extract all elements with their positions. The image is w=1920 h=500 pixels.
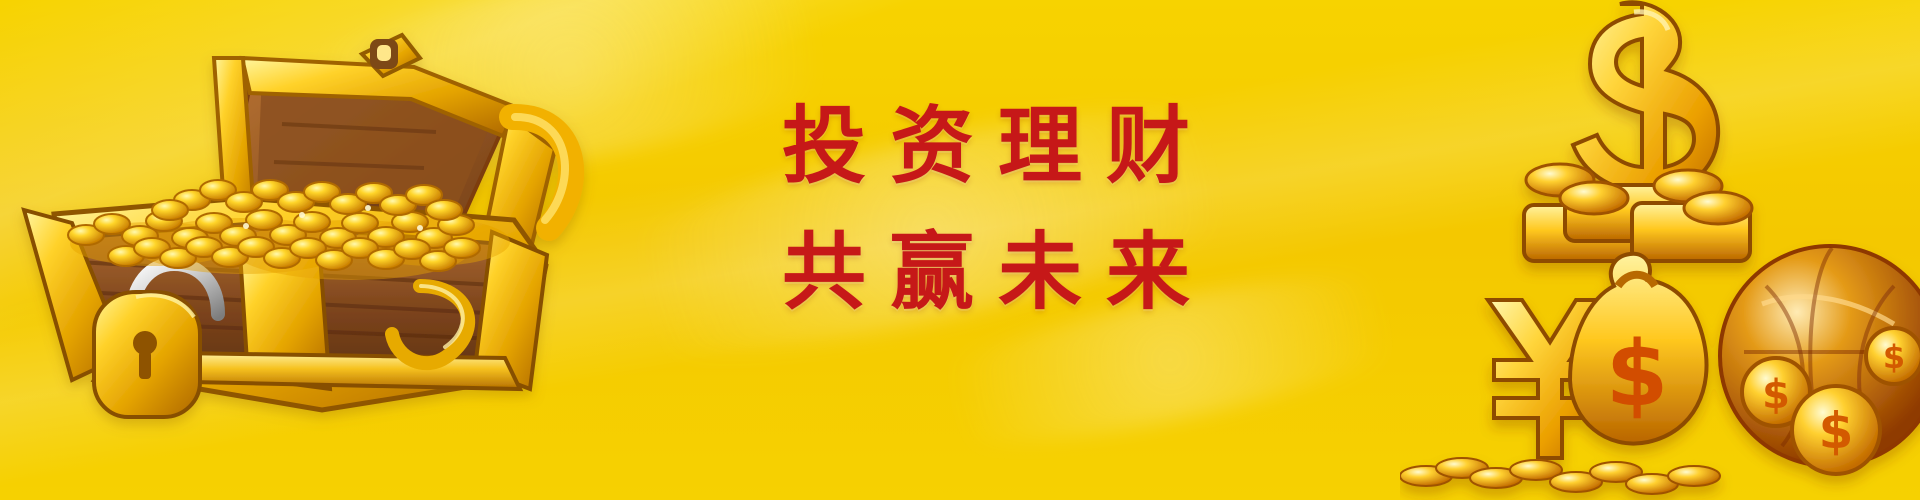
headline: 投资理财 共赢未来 xyxy=(782,92,1382,392)
svg-text:$: $ xyxy=(1819,402,1854,460)
svg-text:$: $ xyxy=(1883,338,1905,376)
svg-text:$: $ xyxy=(1762,372,1790,418)
money-treasure-icon: $ $ $ $ xyxy=(1400,0,1920,495)
headline-line-2: 共赢未来 xyxy=(782,222,1215,321)
headline-line-1: 投资理财 xyxy=(782,96,1215,195)
svg-text:$: $ xyxy=(1606,322,1669,427)
treasure-chest-icon xyxy=(21,32,585,419)
